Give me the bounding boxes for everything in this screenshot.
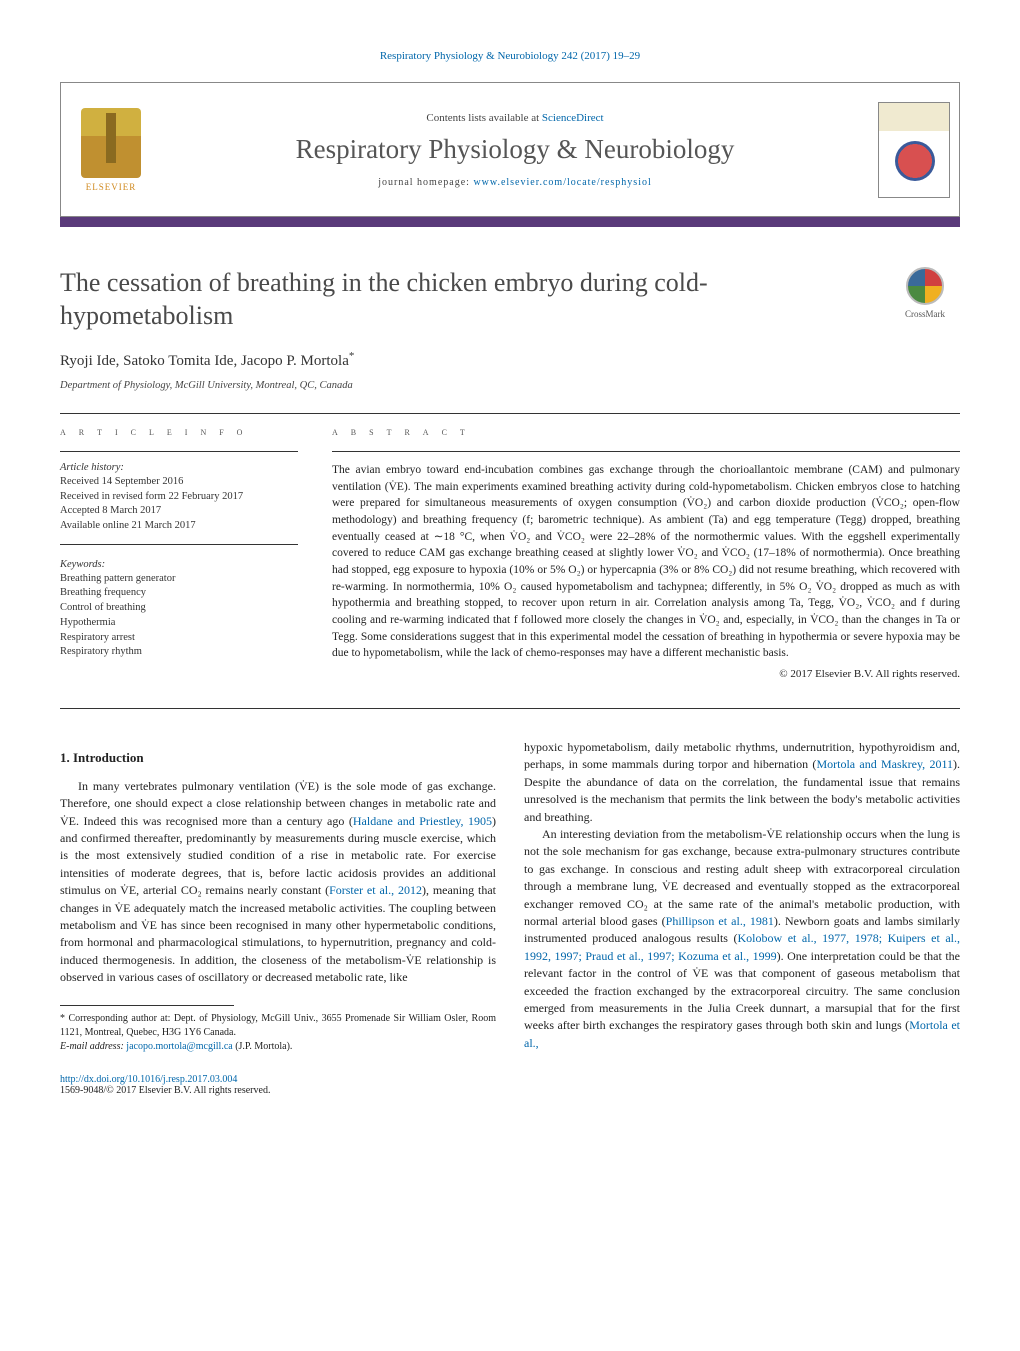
rule-info: [60, 451, 298, 452]
rule-bottom: [60, 708, 960, 709]
affiliation: Department of Physiology, McGill Univers…: [60, 380, 960, 391]
running-head-journal: Respiratory Physiology & Neurobiology: [380, 50, 559, 62]
author-names: Ryoji Ide, Satoko Tomita Ide, Jacopo P. …: [60, 353, 349, 369]
running-head: Respiratory Physiology & Neurobiology 24…: [60, 50, 960, 62]
journal-header: ELSEVIER Contents lists available at Sci…: [60, 82, 960, 217]
running-head-citation: 242 (2017) 19–29: [561, 50, 640, 62]
paragraph: An interesting deviation from the metabo…: [524, 826, 960, 1052]
publisher-logo-block: ELSEVIER: [61, 83, 161, 216]
keyword: Respiratory rhythm: [60, 645, 298, 660]
header-center: Contents lists available at ScienceDirec…: [161, 83, 869, 216]
contents-prefix: Contents lists available at: [426, 112, 541, 124]
history-line: Available online 21 March 2017: [60, 519, 298, 534]
journal-name: Respiratory Physiology & Neurobiology: [296, 134, 735, 165]
crossmark-badge[interactable]: CrossMark: [890, 267, 960, 319]
footnote-email: E-mail address: jacopo.mortola@mcgill.ca…: [60, 1040, 496, 1054]
history-line: Accepted 8 March 2017: [60, 504, 298, 519]
sciencedirect-link[interactable]: ScienceDirect: [542, 112, 604, 124]
issn-copyright: 1569-9048/© 2017 Elsevier B.V. All right…: [60, 1085, 270, 1096]
citation-link[interactable]: Phillipson et al., 1981: [666, 914, 774, 928]
history-heading: Article history:: [60, 462, 298, 473]
keyword: Respiratory arrest: [60, 631, 298, 646]
paragraph: In many vertebrates pulmonary ventilatio…: [60, 778, 496, 987]
journal-cover-block: [869, 83, 959, 216]
header-color-bar: [60, 217, 960, 227]
citation-link[interactable]: Haldane and Priestley, 1905: [353, 814, 492, 828]
abstract-column: a b s t r a c t The avian embryo toward …: [332, 414, 960, 680]
article-info-column: a r t i c l e i n f o Article history: R…: [60, 414, 298, 680]
journal-cover-icon: [878, 102, 950, 198]
keyword: Breathing pattern generator: [60, 572, 298, 587]
keywords-heading: Keywords:: [60, 559, 298, 570]
doi-link[interactable]: http://dx.doi.org/10.1016/j.resp.2017.03…: [60, 1074, 237, 1085]
publisher-name: ELSEVIER: [86, 182, 137, 192]
abstract-copyright: © 2017 Elsevier B.V. All rights reserved…: [332, 668, 960, 680]
abstract-heading: a b s t r a c t: [332, 424, 960, 439]
article-title: The cessation of breathing in the chicke…: [60, 267, 830, 332]
doi-block: http://dx.doi.org/10.1016/j.resp.2017.03…: [60, 1074, 960, 1096]
body-text: ), meaning that changes in V̇E adequatel…: [60, 883, 496, 984]
section-heading: 1. Introduction: [60, 749, 496, 768]
keyword: Control of breathing: [60, 601, 298, 616]
rule-abs: [332, 451, 960, 452]
crossmark-label: CrossMark: [905, 309, 945, 319]
corresponding-marker: *: [349, 350, 355, 362]
paragraph: hypoxic hypometabolism, daily metabolic …: [524, 739, 960, 826]
email-who: (J.P. Mortola).: [233, 1041, 293, 1052]
citation-link[interactable]: Forster et al., 2012: [329, 883, 422, 897]
running-head-link[interactable]: Respiratory Physiology & Neurobiology 24…: [380, 50, 640, 62]
body-two-columns: 1. Introduction In many vertebrates pulm…: [60, 739, 960, 1054]
abstract-text: The avian embryo toward end-incubation c…: [332, 462, 960, 662]
email-label: E-mail address:: [60, 1041, 126, 1052]
homepage-prefix: journal homepage:: [378, 177, 473, 188]
journal-homepage-line: journal homepage: www.elsevier.com/locat…: [378, 177, 652, 188]
email-link[interactable]: jacopo.mortola@mcgill.ca: [126, 1041, 232, 1052]
elsevier-tree-icon: [81, 108, 141, 178]
crossmark-icon: [906, 267, 944, 305]
journal-homepage-link[interactable]: www.elsevier.com/locate/resphysiol: [473, 177, 651, 188]
citation-link[interactable]: Mortola and Maskrey, 2011: [816, 757, 953, 771]
keyword: Breathing frequency: [60, 586, 298, 601]
article-info-heading: a r t i c l e i n f o: [60, 424, 298, 439]
body-text: An interesting deviation from the metabo…: [524, 827, 960, 928]
author-list: Ryoji Ide, Satoko Tomita Ide, Jacopo P. …: [60, 350, 960, 370]
footnote-rule: [60, 1005, 234, 1006]
history-line: Received in revised form 22 February 201…: [60, 490, 298, 505]
footnote-text: * Corresponding author at: Dept. of Phys…: [60, 1012, 496, 1040]
history-line: Received 14 September 2016: [60, 475, 298, 490]
keyword: Hypothermia: [60, 616, 298, 631]
rule-info2: [60, 544, 298, 545]
contents-available-line: Contents lists available at ScienceDirec…: [426, 112, 603, 124]
corresponding-footnote: * Corresponding author at: Dept. of Phys…: [60, 1012, 496, 1054]
